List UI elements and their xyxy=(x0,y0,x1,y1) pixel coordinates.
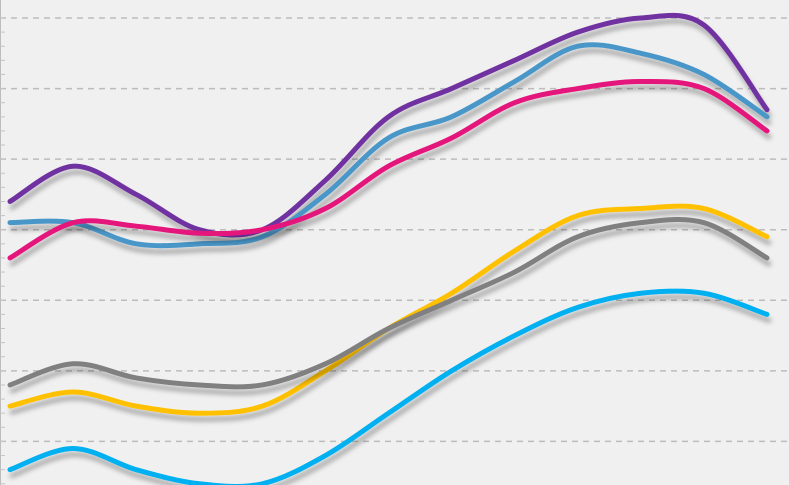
series-lines xyxy=(7,12,770,485)
series-line-3 xyxy=(7,78,770,261)
series-line-4 xyxy=(7,203,770,416)
series-line-2 xyxy=(7,42,770,249)
y-axis-ticks xyxy=(0,17,5,485)
series-line-5 xyxy=(7,216,770,390)
series-line-1 xyxy=(7,12,770,238)
series-line-6 xyxy=(7,288,770,485)
